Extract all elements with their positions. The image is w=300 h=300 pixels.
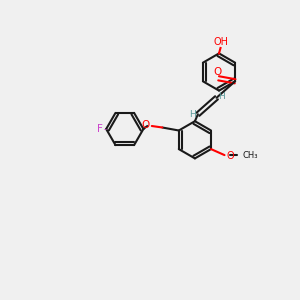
Text: OH: OH xyxy=(213,37,228,47)
Text: O: O xyxy=(213,67,221,77)
Text: H: H xyxy=(218,92,225,101)
Text: H: H xyxy=(189,110,196,119)
Text: CH₃: CH₃ xyxy=(242,151,258,160)
Text: O: O xyxy=(142,120,150,130)
Text: F: F xyxy=(97,124,103,134)
Text: O: O xyxy=(226,151,234,161)
